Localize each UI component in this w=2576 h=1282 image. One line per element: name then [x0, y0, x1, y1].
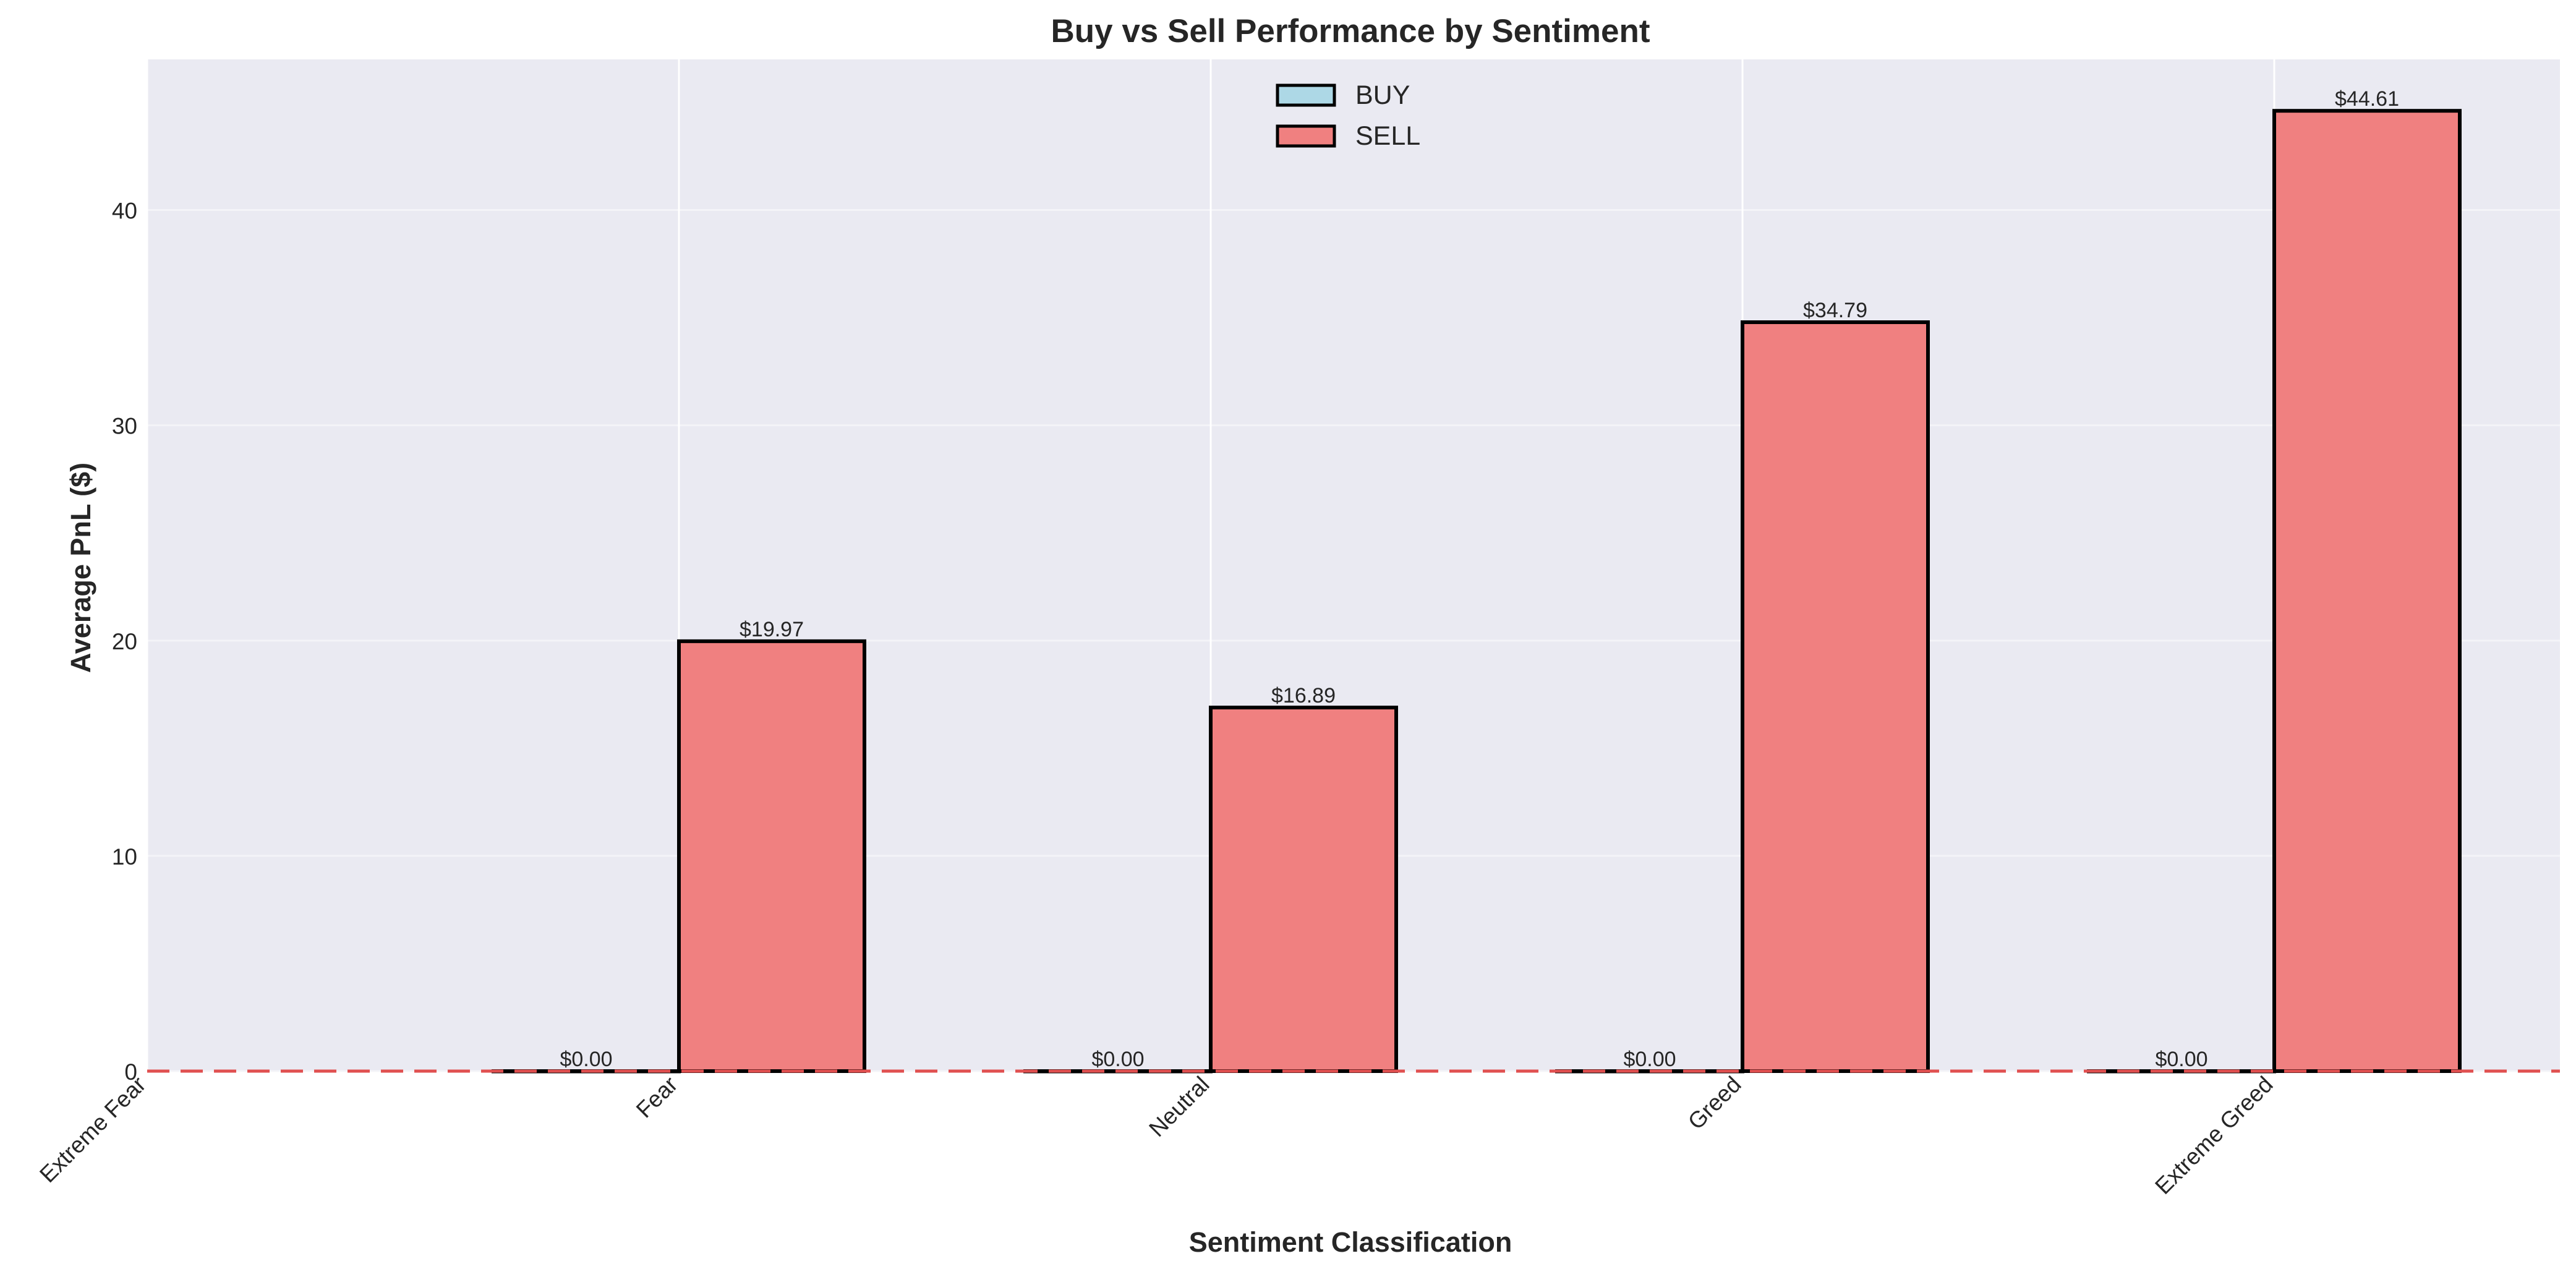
legend-swatch-sell: [1276, 124, 1336, 148]
chart-title: Buy vs Sell Performance by Sentiment: [1051, 13, 1650, 49]
y-tick-label-4: 40: [112, 199, 137, 224]
legend-label-sell: SELL: [1355, 121, 1420, 151]
legend: BUY SELL: [1276, 80, 1420, 151]
legend-label-buy: BUY: [1355, 80, 1410, 110]
buy-data-label-1: $0.00: [560, 1048, 612, 1071]
y-tick-label-2: 20: [112, 629, 137, 654]
buy-data-label-4: $0.00: [2155, 1048, 2207, 1071]
legend-swatch-buy: [1276, 83, 1336, 107]
buy-bar-4: [2087, 1069, 2276, 1074]
sell-data-label-3: $34.79: [1803, 299, 1867, 322]
x-axis-label: Sentiment Classification: [1189, 1226, 1512, 1258]
y-axis-label: Average PnL ($): [65, 463, 96, 673]
sell-bar-2: [1209, 706, 1398, 1073]
y-tick-label-3: 30: [112, 414, 137, 439]
y-tick-label-1: 10: [112, 844, 137, 870]
sell-data-label-1: $19.97: [740, 618, 804, 641]
sell-data-label-4: $44.61: [2335, 87, 2399, 111]
buy-data-label-2: $0.00: [1091, 1048, 1144, 1071]
y-tick-label-0: 0: [124, 1059, 137, 1085]
bars: [492, 109, 2462, 1074]
sell-bar-4: [2272, 109, 2462, 1073]
sell-bar-3: [1741, 320, 1930, 1073]
sell-data-label-2: $16.89: [1271, 684, 1336, 707]
sell-bar-1: [677, 639, 866, 1073]
data-labels: $0.00 $0.00 $0.00 $0.00 $19.97 $16.89 $34.79 $4…: [560, 87, 2399, 1071]
buy-data-label-3: $0.00: [1623, 1048, 1676, 1071]
